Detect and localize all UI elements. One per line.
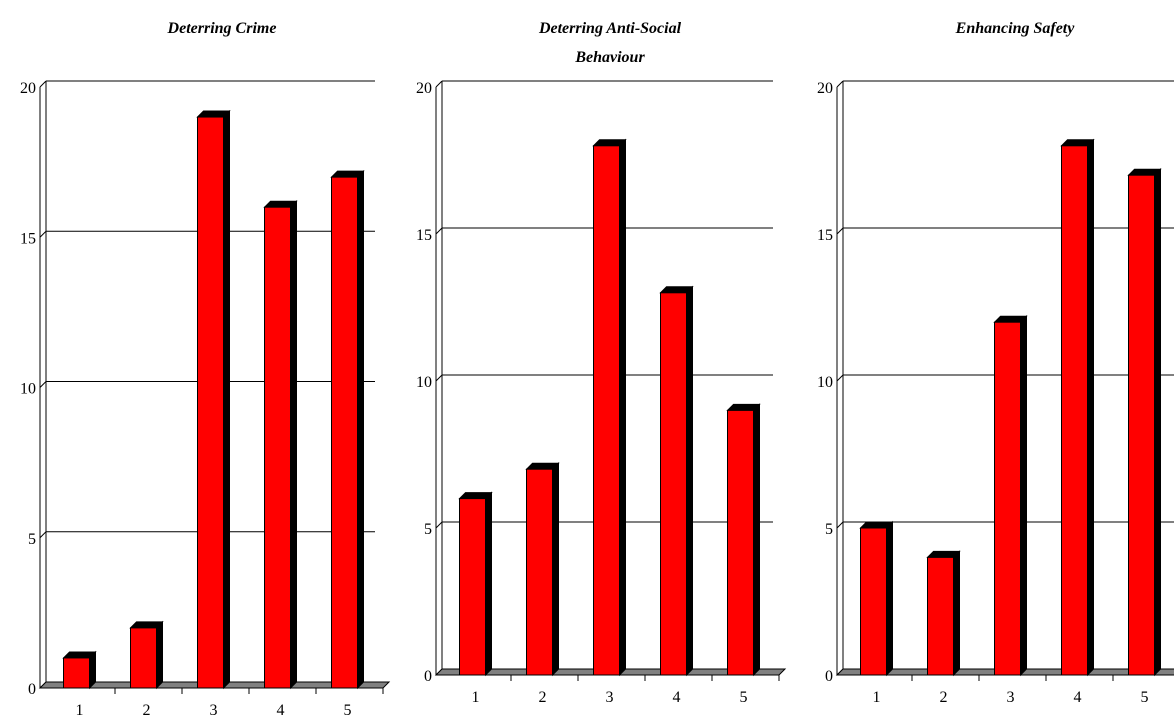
x-tick-label: 2 [143, 702, 151, 719]
y-tick-mark [836, 374, 844, 382]
chart-title-line-1: Deterring Anti-Social [538, 20, 682, 37]
bar-side-face [953, 550, 960, 677]
y-tick-mark [435, 521, 443, 529]
y-tick-label: 0 [825, 668, 833, 685]
bar-side-face [619, 138, 626, 677]
bar-front-face [1128, 174, 1155, 676]
y-tick-label: 10 [416, 374, 432, 391]
y-tick-mark [435, 227, 443, 235]
y-tick-label: 5 [825, 521, 833, 538]
y-tick-label: 5 [28, 531, 36, 548]
bar-5 [726, 403, 761, 677]
bar-side-face [89, 650, 96, 690]
bar-1 [458, 491, 493, 677]
bar-1 [859, 520, 894, 677]
bar-side-face [886, 520, 893, 677]
bar-front-face [727, 409, 754, 676]
bar-front-face [526, 468, 553, 676]
y-tick-mark [836, 521, 844, 529]
x-tick-label: 1 [873, 689, 881, 706]
y-tick-mark [435, 374, 443, 382]
bar-2 [525, 461, 560, 677]
x-tick-label: 3 [1007, 689, 1015, 706]
y-tick-label: 0 [424, 668, 432, 685]
bar-4 [659, 285, 694, 677]
bar-side-face [485, 491, 492, 677]
bar-5 [330, 169, 365, 690]
chart-title-line-2: Behaviour [574, 49, 645, 66]
chart-panel-1: Deterring Crime 0 5 10 15 20 1 2 3 4 5 [20, 20, 391, 719]
bar-front-face [1061, 145, 1088, 676]
x-tick-label: 3 [606, 689, 614, 706]
y-tick-label: 10 [20, 381, 36, 398]
y-tick-label: 0 [28, 681, 36, 698]
bar-front-face [130, 627, 157, 689]
bar-front-face [660, 292, 687, 676]
y-tick-label: 15 [20, 230, 36, 247]
bar-3 [196, 109, 231, 690]
x-tick-label: 2 [940, 689, 948, 706]
chart-title: Enhancing Safety [955, 20, 1076, 37]
bar-side-face [753, 403, 760, 677]
bar-side-face [290, 199, 297, 690]
y-tick-label: 15 [817, 227, 833, 244]
y-tick-mark [39, 531, 47, 539]
x-tick-label: 2 [539, 689, 547, 706]
bar-4 [263, 199, 298, 690]
x-tick-label: 4 [1074, 689, 1082, 706]
y-tick-mark [39, 80, 47, 88]
x-tick-label: 4 [277, 702, 285, 719]
bar-5 [1127, 167, 1162, 677]
y-tick-label: 15 [416, 227, 432, 244]
y-tick-label: 10 [817, 374, 833, 391]
y-tick-label: 20 [416, 80, 432, 97]
x-tick-label: 3 [210, 702, 218, 719]
bar-side-face [156, 620, 163, 690]
y-tick-mark [39, 381, 47, 388]
x-tick-label: 5 [1141, 689, 1149, 706]
y-tick-mark [435, 80, 443, 88]
bar-front-face [927, 556, 954, 676]
bar-front-face [63, 657, 90, 689]
x-tick-label: 1 [472, 689, 480, 706]
bar-front-face [459, 498, 486, 676]
x-tick-label: 4 [673, 689, 681, 706]
y-tick-label: 5 [424, 521, 432, 538]
bar-2 [926, 550, 961, 677]
bar-front-face [264, 206, 291, 689]
bar-side-face [1087, 138, 1094, 677]
bar-side-face [1020, 314, 1027, 677]
y-tick-mark [836, 227, 844, 235]
y-tick-label: 20 [20, 80, 36, 97]
bar-side-face [552, 461, 559, 677]
bar-side-face [357, 169, 364, 690]
bar-side-face [223, 109, 230, 690]
bar-front-face [593, 145, 620, 676]
bar-1 [62, 650, 97, 690]
bar-front-face [331, 176, 358, 689]
bar-3 [592, 138, 627, 677]
bar-3 [993, 314, 1028, 677]
y-tick-mark [39, 230, 47, 238]
bar-side-face [1154, 167, 1161, 677]
x-tick-label: 5 [740, 689, 748, 706]
x-tick-label: 1 [76, 702, 84, 719]
bar-2 [129, 620, 164, 690]
bar-front-face [860, 527, 887, 676]
chart-title: Deterring Crime [167, 20, 277, 37]
bar-side-face [686, 285, 693, 677]
chart-panel-3: Enhancing Safety 0 5 10 15 20 1 2 3 4 5 [817, 20, 1174, 706]
bar-front-face [994, 321, 1021, 676]
chart-panel-2: Deterring Anti-Social Behaviour 0 5 10 15 20 1 2… [416, 20, 787, 706]
y-tick-label: 20 [817, 80, 833, 97]
bar-4 [1060, 138, 1095, 677]
y-tick-mark [836, 80, 844, 88]
bar-front-face [197, 116, 224, 689]
x-tick-label: 5 [344, 702, 352, 719]
